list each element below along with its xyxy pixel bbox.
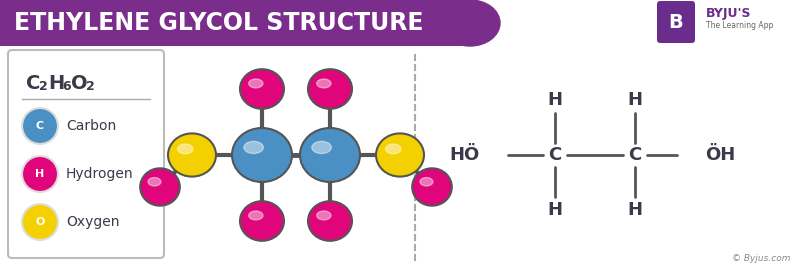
Ellipse shape	[440, 0, 500, 46]
Ellipse shape	[178, 144, 193, 154]
Text: B: B	[669, 13, 683, 31]
Ellipse shape	[249, 79, 263, 88]
Text: The Learning App: The Learning App	[706, 22, 774, 31]
Ellipse shape	[317, 211, 331, 220]
Text: H: H	[48, 74, 64, 93]
Ellipse shape	[308, 69, 352, 109]
Text: H: H	[547, 91, 562, 109]
Text: C: C	[628, 146, 642, 164]
Ellipse shape	[240, 201, 284, 241]
Ellipse shape	[240, 69, 284, 109]
Text: ÖH: ÖH	[705, 146, 735, 164]
Text: H: H	[627, 201, 642, 219]
Ellipse shape	[420, 177, 433, 186]
Text: Carbon: Carbon	[66, 119, 116, 133]
Circle shape	[22, 156, 58, 192]
Text: 2: 2	[86, 80, 94, 93]
Text: HÖ: HÖ	[450, 146, 480, 164]
Ellipse shape	[386, 144, 401, 154]
Ellipse shape	[412, 168, 452, 206]
Text: H: H	[35, 169, 45, 179]
Ellipse shape	[148, 177, 161, 186]
FancyBboxPatch shape	[657, 1, 695, 43]
Ellipse shape	[308, 201, 352, 241]
Text: 6: 6	[62, 80, 70, 93]
Ellipse shape	[300, 128, 360, 182]
Text: C: C	[26, 74, 40, 93]
Text: ETHYLENE GLYCOL STRUCTURE: ETHYLENE GLYCOL STRUCTURE	[14, 11, 423, 35]
Ellipse shape	[168, 133, 216, 177]
Ellipse shape	[376, 133, 424, 177]
Text: Hydrogen: Hydrogen	[66, 167, 134, 181]
FancyBboxPatch shape	[8, 50, 164, 258]
Ellipse shape	[317, 79, 331, 88]
Text: H: H	[627, 91, 642, 109]
FancyBboxPatch shape	[0, 0, 470, 46]
Text: 2: 2	[39, 80, 48, 93]
Text: C: C	[36, 121, 44, 131]
Ellipse shape	[312, 141, 331, 153]
Circle shape	[22, 108, 58, 144]
Text: O: O	[71, 74, 88, 93]
Ellipse shape	[232, 128, 292, 182]
Text: BYJU'S: BYJU'S	[706, 7, 751, 20]
Circle shape	[22, 204, 58, 240]
Text: Oxygen: Oxygen	[66, 215, 119, 229]
Ellipse shape	[140, 168, 180, 206]
Ellipse shape	[244, 141, 263, 153]
Ellipse shape	[249, 211, 263, 220]
Text: H: H	[547, 201, 562, 219]
Text: © Byjus.com: © Byjus.com	[731, 254, 790, 263]
Text: O: O	[35, 217, 45, 227]
Text: C: C	[548, 146, 562, 164]
